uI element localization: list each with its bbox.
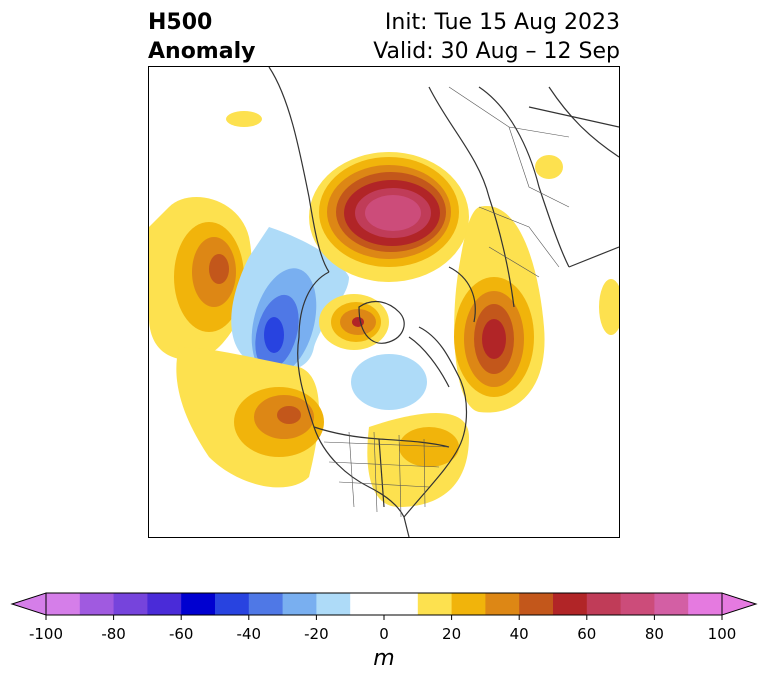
colorbar-tick-label: 40 — [509, 625, 529, 643]
chart-title: H500 Anomaly — [148, 8, 255, 66]
map-canvas — [149, 67, 619, 537]
colorbar — [10, 592, 758, 620]
colorbar-tick-label: 20 — [442, 625, 462, 643]
colorbar-segment — [316, 593, 351, 615]
colorbar-segment — [553, 593, 588, 615]
colorbar-segment — [282, 593, 317, 615]
date-info: Init: Tue 15 Aug 2023 Valid: 30 Aug – 12… — [373, 8, 620, 66]
anomaly-gulf-of-alaska — [231, 227, 349, 376]
colorbar-tick-label: -80 — [101, 625, 126, 643]
unit-label: m — [373, 646, 395, 671]
anomaly-north-pacific — [149, 197, 252, 360]
anomaly-patch-1 — [226, 111, 262, 127]
colorbar-segment — [654, 593, 689, 615]
colorbar-tick-label: 0 — [379, 625, 389, 643]
title-line-2: Anomaly — [148, 39, 256, 64]
colorbar-tick-label: 60 — [577, 625, 597, 643]
title-line-1: H500 — [148, 10, 213, 35]
colorbar-segment — [620, 593, 655, 615]
valid-range: Valid: 30 Aug – 12 Sep — [373, 39, 620, 64]
colorbar-extend-max — [721, 592, 758, 616]
colorbar-segment — [451, 593, 486, 615]
colorbar-segment — [113, 593, 148, 615]
colorbar-tick-label: -100 — [28, 625, 64, 643]
colorbar-tick-label: -60 — [168, 625, 194, 643]
colorbar-segment — [147, 593, 182, 615]
colorbar-segment — [384, 593, 419, 615]
colorbar-tick-label: 100 — [707, 625, 737, 643]
init-date: Init: Tue 15 Aug 2023 — [384, 10, 620, 35]
anomaly-eastern-us — [367, 413, 469, 507]
anomaly-northeast-pacific — [176, 347, 324, 488]
colorbar-segment — [248, 593, 284, 615]
anomaly-europe — [454, 206, 545, 413]
colorbar-tick-label: -40 — [236, 625, 262, 643]
anomaly-hudson-bay — [351, 354, 427, 410]
anomaly-map — [148, 66, 620, 538]
coastlines — [268, 67, 619, 537]
anomaly-patch-2 — [535, 155, 563, 179]
colorbar-segment — [586, 593, 622, 615]
colorbar-segment — [181, 593, 216, 615]
colorbar-segment — [215, 593, 250, 615]
colorbar-segment — [485, 593, 520, 615]
colorbar-segment — [519, 593, 554, 615]
state-borders — [323, 86, 570, 518]
anomaly-patch-3 — [599, 279, 619, 335]
anomaly-archipelago — [319, 294, 389, 350]
anomaly-arctic — [309, 152, 469, 282]
colorbar-extend-min — [10, 592, 47, 616]
colorbar-segment — [417, 593, 453, 615]
colorbar-segment — [688, 593, 723, 615]
colorbar-tick-label: -20 — [304, 625, 329, 643]
colorbar-tick-label: 80 — [644, 625, 664, 643]
colorbar-segment — [350, 593, 385, 615]
colorbar-segment — [79, 593, 115, 615]
colorbar-segment — [46, 593, 81, 615]
